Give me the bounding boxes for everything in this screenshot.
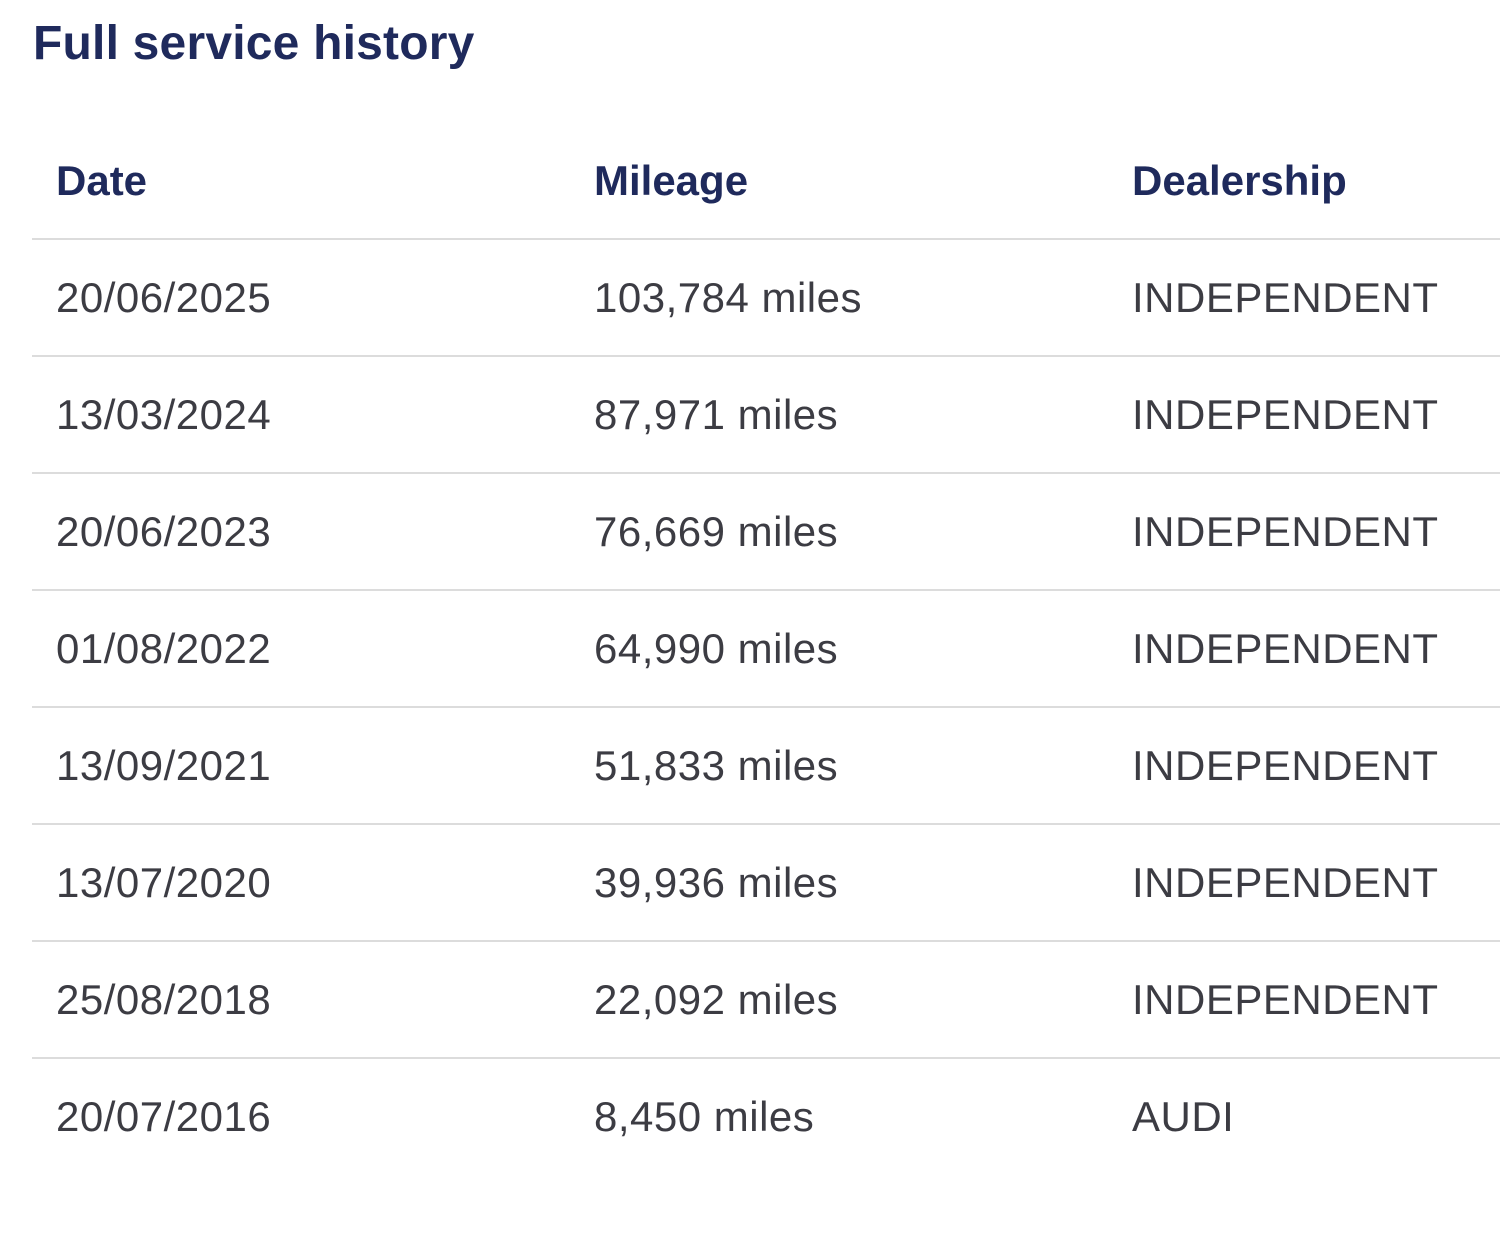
service-dealership: INDEPENDENT (1108, 824, 1500, 942)
service-dealership: INDEPENDENT (1108, 239, 1500, 357)
service-history-table: Date Mileage Dealership 20/06/2025 103,7… (32, 124, 1500, 1174)
table-row: 20/06/2023 76,669 miles INDEPENDENT (32, 473, 1500, 591)
column-header-mileage[interactable]: Mileage (570, 124, 1108, 240)
service-date: 13/09/2021 (32, 707, 570, 825)
table-row: 20/07/2016 8,450 miles AUDI (32, 1058, 1500, 1174)
column-header-dealership[interactable]: Dealership (1108, 124, 1500, 240)
table-row: 25/08/2018 22,092 miles INDEPENDENT (32, 941, 1500, 1059)
table-header-row: Date Mileage Dealership (32, 124, 1500, 240)
service-date: 25/08/2018 (32, 941, 570, 1059)
table-row: 13/09/2021 51,833 miles INDEPENDENT (32, 707, 1500, 825)
table-row: 13/07/2020 39,936 miles INDEPENDENT (32, 824, 1500, 942)
table-row: 20/06/2025 103,784 miles INDEPENDENT (32, 239, 1500, 357)
service-date: 20/07/2016 (56, 1092, 272, 1140)
service-dealership: INDEPENDENT (1108, 356, 1500, 474)
table-row: 13/03/2024 87,971 miles INDEPENDENT (32, 356, 1500, 474)
service-mileage: 8,450 miles (594, 1092, 815, 1140)
service-date: 20/06/2025 (32, 239, 570, 357)
service-mileage: 87,971 miles (570, 356, 1108, 474)
service-dealership: INDEPENDENT (1108, 473, 1500, 591)
service-date: 01/08/2022 (32, 590, 570, 708)
service-mileage: 39,936 miles (570, 824, 1108, 942)
service-date: 13/07/2020 (32, 824, 570, 942)
service-mileage: 51,833 miles (570, 707, 1108, 825)
service-date: 20/06/2023 (32, 473, 570, 591)
service-mileage: 64,990 miles (570, 590, 1108, 708)
service-mileage: 22,092 miles (570, 941, 1108, 1059)
service-dealership: INDEPENDENT (1108, 590, 1500, 708)
column-header-date[interactable]: Date (32, 124, 570, 240)
service-dealership: INDEPENDENT (1108, 941, 1500, 1059)
service-dealership: INDEPENDENT (1108, 707, 1500, 825)
service-dealership: AUDI (1132, 1092, 1235, 1140)
page-title: Full service history (33, 17, 475, 70)
service-date: 13/03/2024 (32, 356, 570, 474)
table-row: 01/08/2022 64,990 miles INDEPENDENT (32, 590, 1500, 708)
service-mileage: 76,669 miles (570, 473, 1108, 591)
service-mileage: 103,784 miles (570, 239, 1108, 357)
